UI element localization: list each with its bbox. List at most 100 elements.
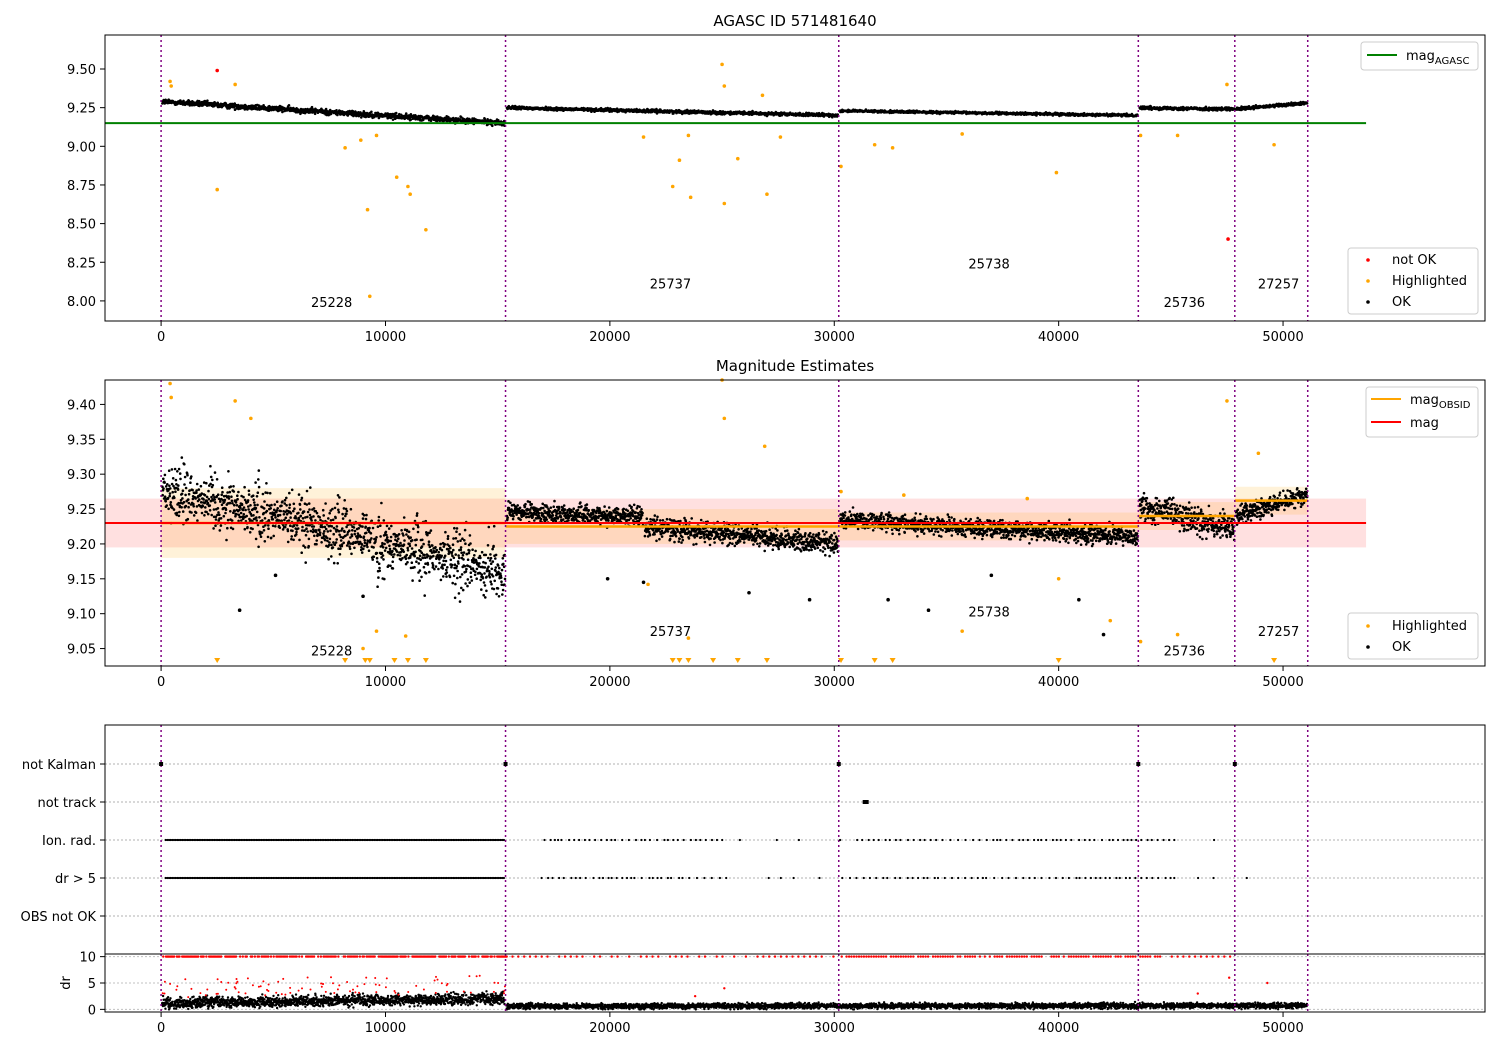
ok-outlier-point <box>641 580 646 585</box>
highlighted-point <box>359 138 363 142</box>
y-tick-label: 8.50 <box>67 218 96 233</box>
y-tick-label: 9.25 <box>67 503 96 518</box>
flag-category-label: Ion. rad. <box>42 834 96 849</box>
highlighted-point <box>365 207 370 212</box>
y-tick-label: 8.75 <box>67 179 96 194</box>
dr-outlier <box>693 994 697 998</box>
x-tick-label: 40000 <box>1038 330 1079 345</box>
y-tick-label: 9.50 <box>67 63 96 78</box>
x-tick-label: 30000 <box>814 330 855 345</box>
highlighted-point <box>374 133 379 138</box>
flags-data-layer <box>105 725 1485 954</box>
svg-text:magOBSID: magOBSID <box>1410 393 1471 411</box>
highlighted-point <box>408 192 412 197</box>
highlighted-point <box>361 646 365 651</box>
off-scale-marker <box>391 658 398 663</box>
highlighted-point <box>641 135 646 139</box>
dr-outlier <box>1196 992 1199 995</box>
legend-mag-obsid-sub: OBSID <box>1439 400 1471 411</box>
highlighted-point <box>778 135 783 139</box>
mag-estimates-title: Magnitude Estimates <box>716 357 874 375</box>
off-scale-marker <box>676 658 683 663</box>
off-scale-marker <box>342 658 349 663</box>
not-ok-point <box>215 68 219 73</box>
y-tick-label: 0 <box>88 1003 96 1018</box>
ok-outlier-point <box>989 573 994 578</box>
highlighted-point <box>902 493 906 497</box>
ok-outlier-point <box>1077 597 1081 602</box>
ok-outlier-point <box>807 597 812 602</box>
flag-category-label: not Kalman <box>22 758 96 773</box>
highlighted-point <box>343 146 347 150</box>
dr-outlier <box>1266 981 1269 985</box>
x-tick-label: 40000 <box>1038 1021 1079 1036</box>
x-tick-label: 10000 <box>365 675 406 690</box>
legend-highlighted-2: Highlighted <box>1392 619 1467 634</box>
obsid-label: 25738 <box>968 257 1009 272</box>
flag-category-label: not track <box>37 796 96 811</box>
legend-not-ok: not OK <box>1392 253 1437 268</box>
x-tick-label: 20000 <box>589 675 630 690</box>
mag-estimates-legend-top: magOBSID mag <box>1365 386 1479 438</box>
highlighted-point <box>1272 142 1276 147</box>
highlighted-point <box>720 62 724 67</box>
dr-high-points <box>161 974 506 999</box>
dr-axes: 0 10000 20000 30000 40000 50000 0 5 10 <box>79 951 1303 1036</box>
off-scale-marker <box>214 658 221 663</box>
off-scale-marker <box>838 658 844 663</box>
highlighted-point <box>1225 82 1229 87</box>
mag-estimates-axes: 25228 25737 25738 25736 27257 0 10000 20000 3000… <box>67 398 1304 690</box>
ok-outlier-point <box>361 594 365 599</box>
agasc-legend-label: mag <box>1406 49 1435 64</box>
highlighted-point <box>686 133 691 138</box>
agasc-axes: 25228 25737 25738 25736 27257 0 10000 20000 3000… <box>67 63 1304 345</box>
dr-outlier <box>723 987 726 990</box>
dr-outlier <box>1227 976 1231 979</box>
y-tick-label: 8.00 <box>67 295 96 310</box>
highlighted-point <box>424 227 428 232</box>
y-tick-label: 9.40 <box>67 398 96 413</box>
off-scale-marker <box>763 658 770 663</box>
off-scale-marker <box>1271 658 1278 663</box>
highlighted-point <box>233 399 237 403</box>
agasc-legend-top: magAGASC <box>1360 41 1479 71</box>
flag-not-kalman <box>159 762 164 766</box>
highlighted-point <box>646 582 650 587</box>
y-tick-label: 9.05 <box>67 643 96 658</box>
off-scale-marker <box>422 658 429 663</box>
flag-not-kalman <box>1232 762 1237 766</box>
ok-outlier-point <box>886 597 890 602</box>
highlighted-point <box>1054 170 1059 175</box>
dr-data-layer <box>105 954 1485 1012</box>
highlighted-point <box>722 201 727 206</box>
x-tick-label: 50000 <box>1262 330 1303 345</box>
ok-outlier-point <box>1101 632 1106 637</box>
ok-points <box>161 98 1309 128</box>
ok-outlier-point <box>237 608 242 612</box>
highlighted-point <box>722 416 727 421</box>
flags-axes: not Kalman not track Ion. rad. dr > 5 OBS no… <box>21 758 105 925</box>
highlighted-point <box>367 294 372 299</box>
mag-estimates-data-layer <box>105 378 1367 666</box>
highlighted-point <box>1225 399 1229 403</box>
x-tick-label: 0 <box>157 330 165 345</box>
y-tick-label: 5 <box>88 977 96 992</box>
x-tick-label: 30000 <box>814 675 855 690</box>
y-tick-label: 10 <box>79 951 96 966</box>
x-tick-label: 40000 <box>1038 675 1079 690</box>
legend-ok: OK <box>1392 295 1411 310</box>
highlighted-point <box>169 84 173 88</box>
highlighted-point <box>1138 639 1143 644</box>
highlighted-point <box>722 84 727 88</box>
x-tick-label: 20000 <box>589 1021 630 1036</box>
off-scale-marker <box>669 658 676 663</box>
highlighted-point <box>249 416 253 421</box>
off-scale-marker <box>685 658 692 663</box>
highlighted-point <box>1175 133 1180 138</box>
highlighted-point <box>403 634 408 638</box>
legend-mag: mag <box>1410 416 1439 431</box>
highlighted-point <box>1108 618 1113 623</box>
obsid-label: 25738 <box>968 605 1009 620</box>
mag-estimates-panel: Magnitude Estimates 25228 25737 25738 25736… <box>67 357 1486 690</box>
